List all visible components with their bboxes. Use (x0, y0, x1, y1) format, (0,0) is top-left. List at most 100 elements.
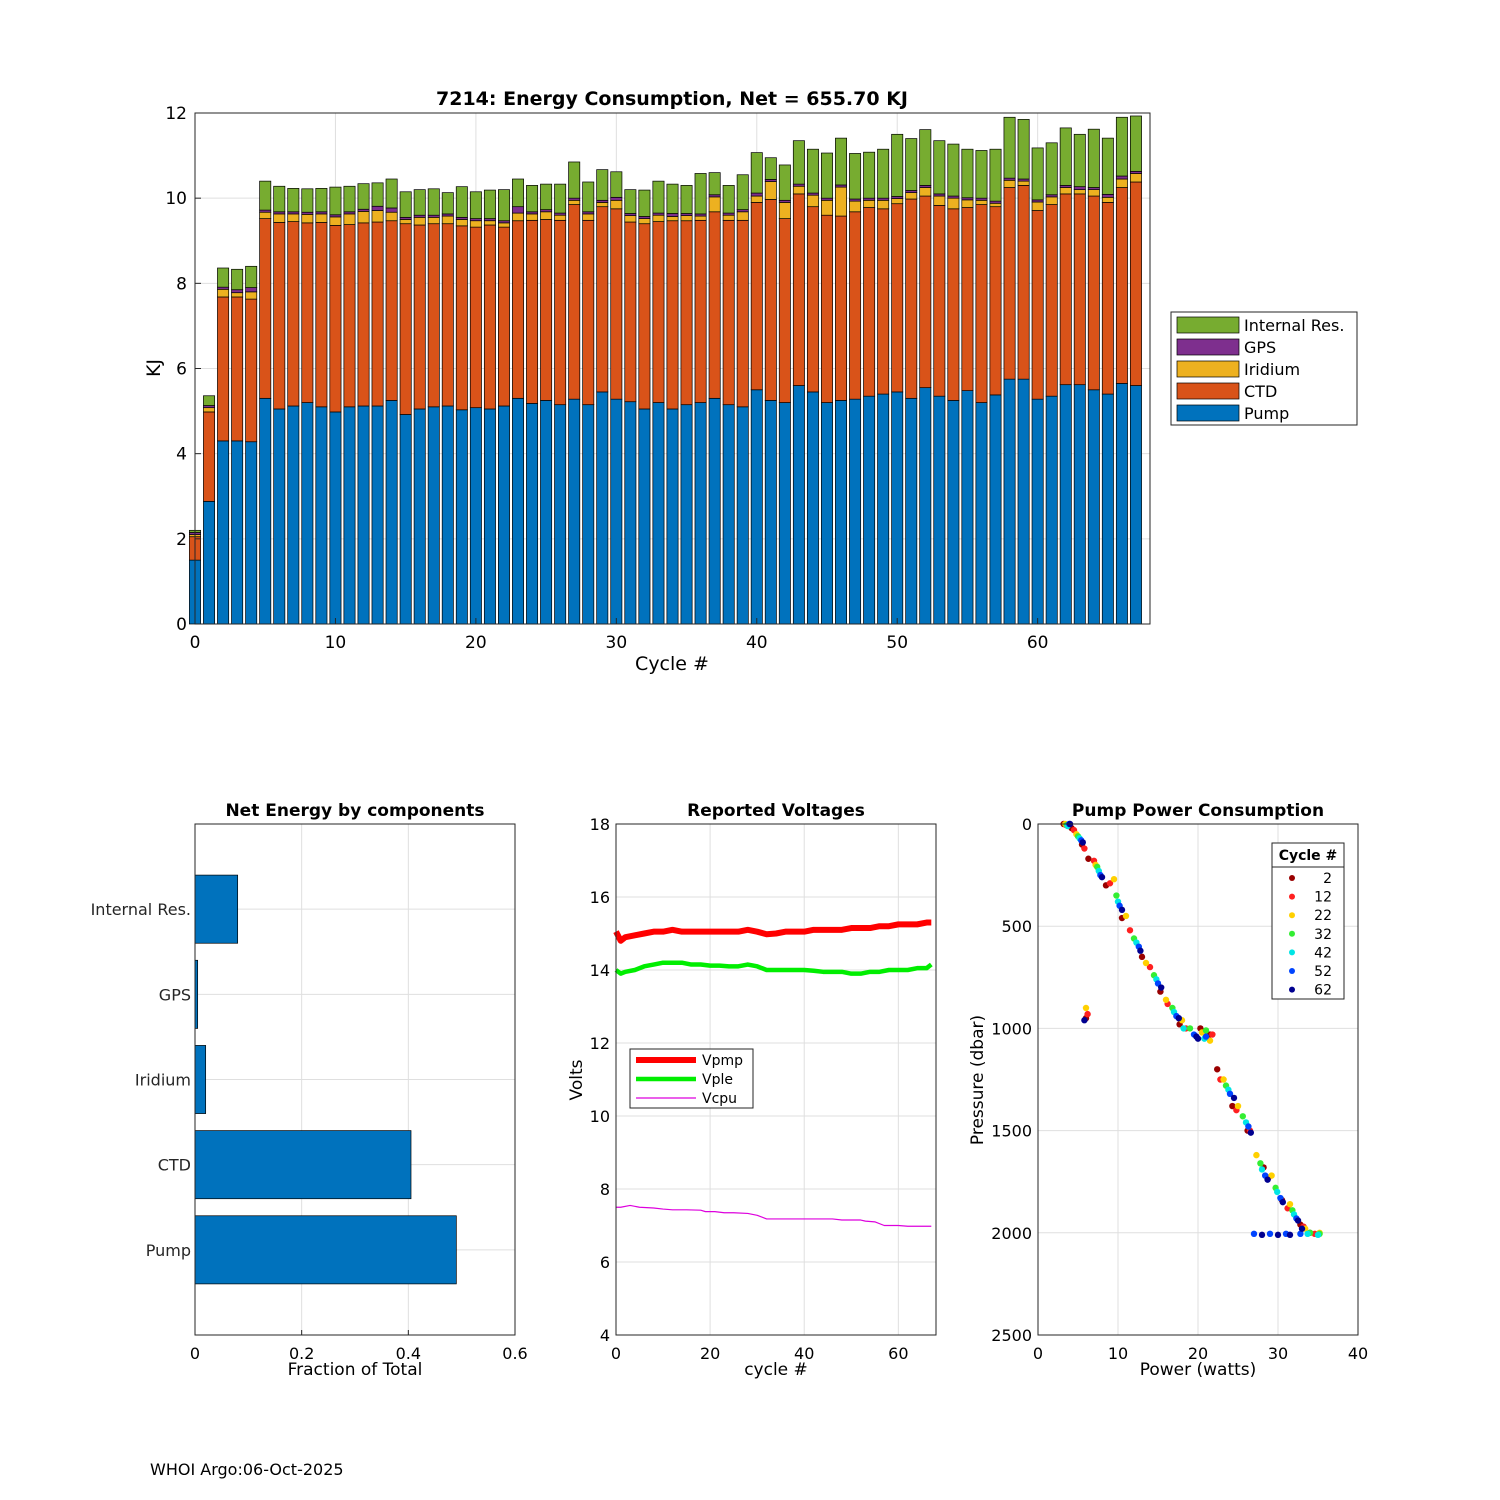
pump-point-cycle-22 (1253, 1151, 1260, 1159)
pump-point-cycle-62 (1098, 873, 1106, 881)
bar-iridium-cycle-34 (666, 216, 679, 222)
bar-ctd-cycle-41 (764, 199, 777, 401)
legend-label: 12 (1314, 890, 1332, 906)
pump-point-cycle-52 (1202, 1033, 1210, 1040)
bar-internal-res-cycle-15 (399, 191, 412, 218)
bar-iridium-cycle-21 (483, 220, 496, 226)
components-category-label: Pump (146, 1241, 191, 1260)
legend-marker (1289, 930, 1295, 937)
bar-ctd-cycle-18 (441, 223, 454, 407)
bar-internal-res-cycle-5 (259, 180, 272, 211)
legend-label: 32 (1314, 927, 1332, 943)
energy-x-tick-label: 50 (886, 633, 908, 653)
bar-ctd-cycle-31 (624, 221, 637, 403)
bar-iridium-cycle-15 (399, 219, 412, 225)
bar-internal-res-cycle-57 (989, 148, 1002, 202)
voltages-x-tick-label: 60 (888, 1344, 908, 1363)
pump-point-cycle-62 (1194, 1035, 1202, 1042)
bar-ctd-cycle-67 (1129, 181, 1142, 386)
legend-swatch (1176, 338, 1240, 356)
bar-internal-res-cycle-40 (750, 152, 763, 194)
bar-internal-res-cycle-22 (498, 189, 510, 222)
bar-pump-cycle-35 (680, 404, 693, 625)
bar-ctd-cycle-7 (287, 221, 300, 407)
legend-label: 62 (1314, 983, 1332, 999)
bar-internal-res-cycle-47 (849, 153, 862, 200)
bar-pump-cycle-42 (778, 402, 791, 625)
bar-pump-cycle-43 (792, 385, 805, 625)
pump-point-cycle-62 (1258, 1231, 1266, 1239)
bar-ctd-cycle-33 (652, 221, 665, 403)
bar-iridium-cycle-49 (877, 199, 890, 210)
pump-point-cycle-22 (1286, 1200, 1294, 1208)
bar-ctd-cycle-25 (540, 219, 553, 401)
pump-y-axis-label: Pressure (dbar) (968, 1015, 988, 1145)
energy-y-axis-label: KJ (143, 359, 165, 377)
bar-pump-cycle-16 (413, 408, 426, 625)
energy-consumption-panel: 0 10 20 30 40 50 60 0 2 4 6 8 10 12 7214: Energy Cons… (143, 88, 1358, 675)
bar-iridium-cycle-40 (750, 195, 763, 203)
pump-point-cycle-32 (1186, 1025, 1194, 1032)
bar-internal-res-cycle-19 (455, 186, 468, 218)
bar-internal-res-cycle-46 (835, 137, 847, 186)
bar-ctd-cycle-30 (610, 208, 623, 400)
legend-swatch (1176, 382, 1240, 400)
pump-point-cycle-62 (1081, 1017, 1088, 1024)
pump-point-cycle-2 (1138, 953, 1146, 961)
bar-iridium-cycle-27 (568, 199, 581, 205)
bar-internal-res-cycle-43 (792, 140, 805, 185)
pump-legend-box (1271, 842, 1345, 1000)
pump-point-cycle-22 (1110, 875, 1118, 883)
bar-pump-cycle-20 (469, 407, 482, 625)
pump-point-cycle-32 (1257, 1160, 1264, 1167)
components-x-tick-label: 0.6 (502, 1344, 527, 1363)
bar-ctd-cycle-61 (1045, 204, 1058, 397)
pump-y-tick-label: 2000 (991, 1224, 1032, 1243)
bar-ctd-cycle-4 (245, 298, 258, 443)
bar-iridium-cycle-36 (694, 215, 707, 221)
bar-internal-res-cycle-45 (821, 152, 833, 199)
pump-y-tick-label: 0 (1022, 815, 1032, 834)
component-bar-internal-res (194, 874, 239, 944)
bar-ctd-cycle-2 (217, 296, 230, 442)
bar-iridium-cycle-10 (329, 216, 342, 226)
bar-pump-cycle-53 (933, 395, 946, 625)
bar-internal-res-cycle-14 (385, 178, 398, 209)
bar-pump-cycle-50 (891, 391, 904, 625)
legend-label: Iridium (1244, 360, 1300, 379)
bar-iridium-cycle-8 (301, 213, 314, 224)
bar-gps-cycle-23 (512, 206, 524, 214)
bar-pump-cycle-25 (540, 400, 553, 625)
pump-power-panel: 0 10 20 30 40 0 500 1000 1500 2000 2500 Pump Power… (968, 801, 1368, 1380)
bar-pump-cycle-37 (708, 397, 721, 625)
voltages-x-tick-label: 20 (700, 1344, 720, 1363)
pump-point-cycle-12 (1081, 845, 1088, 852)
bar-pump-cycle-47 (849, 398, 862, 625)
pump-point-cycle-62 (1230, 1094, 1238, 1102)
bar-pump-cycle-46 (835, 400, 847, 625)
pump-point-cycle-52 (1266, 1230, 1274, 1238)
pump-point-cycle-22 (1206, 1037, 1214, 1044)
bar-internal-res-cycle-33 (652, 180, 665, 214)
bar-pump-cycle-41 (764, 400, 777, 625)
bar-pump-cycle-51 (905, 397, 918, 625)
bar-internal-res-cycle-63 (1073, 133, 1086, 188)
legend-label: CTD (1244, 382, 1277, 401)
bar-ctd-cycle-64 (1087, 195, 1100, 391)
bar-ctd-cycle-20 (469, 226, 482, 409)
bar-iridium-cycle-66 (1115, 178, 1128, 188)
voltages-x-tick-label: 0 (611, 1344, 621, 1363)
components-category-label: Iridium (135, 1071, 191, 1090)
bar-pump-cycle-32 (638, 408, 651, 625)
bar-iridium-cycle-9 (315, 213, 328, 223)
bar-iridium-cycle-28 (582, 213, 595, 221)
bar-internal-res-cycle-8 (301, 188, 314, 213)
bar-ctd-cycle-44 (806, 206, 819, 393)
bar-pump-cycle-57 (989, 394, 1002, 625)
legend-marker (1289, 875, 1295, 881)
bar-iridium-cycle-45 (821, 199, 833, 216)
bar-pump-cycle-3 (231, 440, 244, 625)
bar-internal-res-cycle-42 (778, 164, 791, 201)
voltages-y-tick-label: 16 (590, 888, 610, 907)
bar-ctd-cycle-32 (638, 223, 651, 410)
